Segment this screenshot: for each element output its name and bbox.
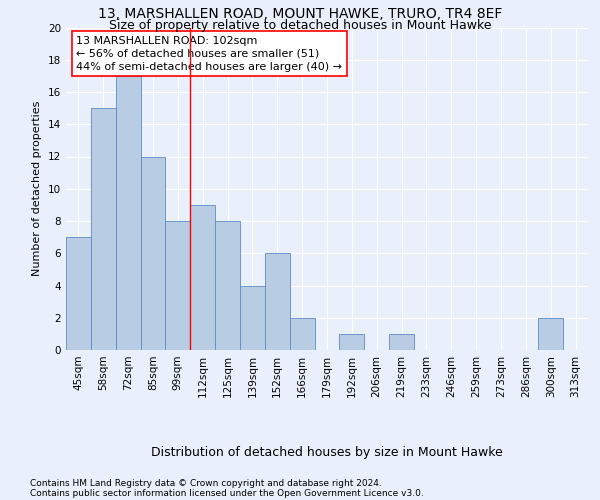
Bar [140,156,166,350]
Bar [91,108,116,350]
Bar [265,254,290,350]
Text: Size of property relative to detached houses in Mount Hawke: Size of property relative to detached ho… [109,18,491,32]
Bar [190,205,215,350]
Bar [290,318,314,350]
Bar [240,286,265,350]
Y-axis label: Number of detached properties: Number of detached properties [32,101,43,276]
Text: Contains HM Land Registry data © Crown copyright and database right 2024.: Contains HM Land Registry data © Crown c… [30,478,382,488]
Bar [116,76,140,350]
Bar [66,237,91,350]
Bar [166,221,190,350]
Text: Contains public sector information licensed under the Open Government Licence v3: Contains public sector information licen… [30,488,424,498]
Bar [538,318,563,350]
Text: 13 MARSHALLEN ROAD: 102sqm
← 56% of detached houses are smaller (51)
44% of semi: 13 MARSHALLEN ROAD: 102sqm ← 56% of deta… [76,36,343,72]
X-axis label: Distribution of detached houses by size in Mount Hawke: Distribution of detached houses by size … [151,446,503,458]
Bar [215,221,240,350]
Text: 13, MARSHALLEN ROAD, MOUNT HAWKE, TRURO, TR4 8EF: 13, MARSHALLEN ROAD, MOUNT HAWKE, TRURO,… [98,8,502,22]
Bar [389,334,414,350]
Bar [340,334,364,350]
